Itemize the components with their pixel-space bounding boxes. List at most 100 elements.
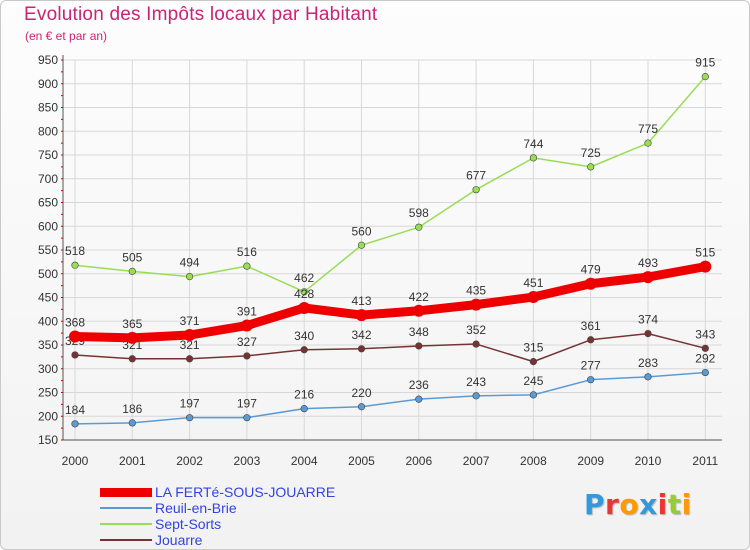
data-point: [300, 346, 308, 354]
data-label: 343: [695, 327, 715, 341]
data-label: 560: [351, 224, 371, 238]
data-label: 505: [122, 250, 142, 264]
data-point: [587, 376, 595, 384]
data-label: 518: [65, 244, 85, 258]
data-point: [415, 395, 423, 403]
data-label: 368: [65, 315, 85, 329]
legend-swatch: [100, 539, 152, 541]
chart-title: Evolution des Impôts locaux par Habitant: [24, 4, 378, 25]
x-tick-label: 2002: [176, 454, 203, 468]
data-point: [527, 291, 540, 304]
data-point: [642, 271, 654, 284]
data-point: [529, 154, 538, 162]
legend-swatch: [100, 507, 152, 509]
y-tick-label: 950: [38, 53, 58, 67]
data-point: [470, 298, 483, 311]
series-line-jouarre: [74, 332, 707, 363]
data-point: [584, 277, 597, 290]
y-tick-label: 200: [38, 409, 58, 423]
data-point: [298, 301, 311, 314]
data-label: 243: [466, 375, 486, 389]
data-point: [69, 330, 81, 343]
data-label: 184: [65, 403, 85, 417]
data-label: 374: [638, 313, 658, 327]
data-label: 677: [466, 169, 486, 183]
y-tick-label: 400: [38, 314, 58, 328]
data-point: [472, 392, 480, 400]
data-label: 422: [409, 290, 429, 304]
proxiti-logo: Proxiti: [584, 488, 692, 521]
y-tick-label: 250: [38, 386, 58, 400]
data-label: 348: [409, 325, 429, 339]
data-point: [644, 139, 652, 147]
x-tick-label: 2007: [463, 454, 490, 468]
data-label: 915: [695, 56, 715, 70]
y-tick-label: 900: [38, 77, 58, 91]
legend-label: Sept-Sorts: [155, 516, 222, 532]
legend-swatch: [100, 487, 152, 497]
series-line-reuil-en-brie: [74, 371, 707, 425]
data-point: [186, 414, 194, 422]
data-label: 428: [294, 287, 314, 301]
data-label: 327: [237, 335, 257, 349]
y-tick-label: 750: [38, 148, 58, 162]
data-point: [412, 304, 425, 317]
data-label: 451: [523, 276, 543, 290]
data-label: 220: [351, 386, 371, 400]
data-point: [701, 368, 709, 377]
data-point: [701, 344, 709, 352]
data-point: [699, 260, 712, 273]
data-point: [355, 309, 368, 322]
data-label: 352: [466, 323, 486, 337]
data-label: 236: [409, 378, 429, 392]
data-label: 598: [409, 206, 429, 220]
data-label: 371: [180, 314, 200, 328]
data-point: [587, 336, 595, 344]
data-label: 435: [466, 284, 486, 298]
y-tick-label: 350: [38, 338, 58, 352]
data-label: 462: [294, 271, 314, 285]
x-tick-label: 2005: [348, 454, 375, 468]
chart-legend: LA FERTé-SOUS-JOUARRE Reuil-en-Brie Sept-S…: [100, 484, 400, 548]
data-label: 186: [122, 402, 142, 416]
x-tick-label: 2006: [405, 454, 432, 468]
x-tick-label: 2000: [62, 454, 89, 468]
data-point: [186, 355, 194, 363]
data-point: [472, 186, 480, 194]
x-tick-label: 2001: [119, 454, 146, 468]
data-label: 494: [180, 256, 200, 270]
data-point: [357, 345, 366, 353]
data-point: [71, 351, 79, 359]
data-label: 292: [695, 352, 715, 366]
data-point: [357, 403, 366, 411]
y-tick-label: 550: [38, 243, 58, 257]
data-point: [126, 331, 139, 344]
data-label: 725: [581, 146, 601, 160]
chart-subtitle: (en € et par an): [25, 29, 108, 43]
data-label: 391: [237, 305, 257, 319]
data-point: [240, 319, 253, 332]
data-point: [71, 261, 79, 269]
data-point: [71, 420, 79, 428]
data-point: [183, 329, 196, 342]
legend-item: LA FERTé-SOUS-JOUARRE: [100, 484, 400, 500]
data-point: [472, 340, 480, 348]
data-point: [243, 262, 251, 270]
y-tick-label: 700: [38, 172, 58, 186]
x-tick-label: 2011: [692, 454, 718, 468]
data-label: 216: [294, 388, 314, 402]
legend-item: Jouarre: [100, 532, 400, 548]
legend-swatch: [100, 523, 152, 525]
legend-label: LA FERTé-SOUS-JOUARRE: [155, 484, 336, 500]
y-tick-label: 600: [38, 219, 58, 233]
data-point: [128, 267, 136, 275]
legend-label: Jouarre: [155, 532, 203, 548]
data-point: [529, 358, 538, 366]
x-tick-label: 2004: [291, 454, 318, 468]
data-point: [644, 373, 652, 381]
data-point: [128, 419, 136, 427]
data-label: 413: [351, 294, 371, 308]
legend-label: Reuil-en-Brie: [155, 500, 237, 516]
y-tick-label: 850: [38, 101, 58, 115]
